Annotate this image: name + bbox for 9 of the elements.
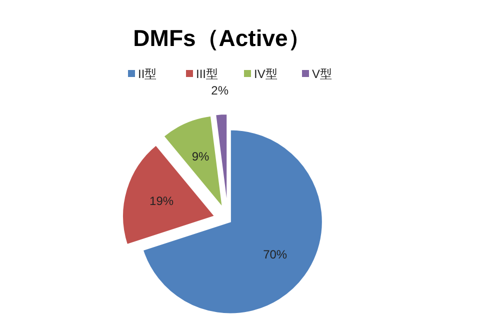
data-label: 70% <box>263 247 288 262</box>
data-label: 19% <box>150 194 174 208</box>
legend-label: III型 <box>196 67 218 81</box>
legend-label: IV型 <box>254 67 278 81</box>
legend-label: V型 <box>312 67 332 81</box>
chart-title: DMFs（Active） <box>133 25 311 51</box>
legend-label: II型 <box>138 67 157 81</box>
data-label: 9% <box>192 150 210 164</box>
data-label: 2% <box>211 83 229 98</box>
